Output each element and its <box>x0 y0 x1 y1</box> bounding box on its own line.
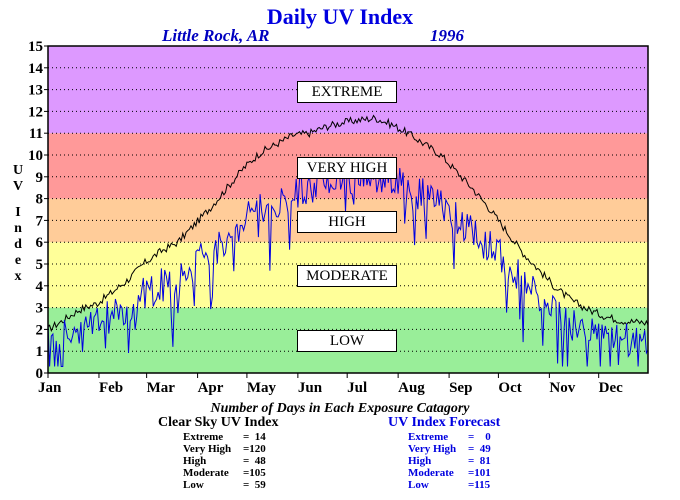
stat-name: Extreme <box>408 431 449 443</box>
chart-year: 1996 <box>430 26 464 45</box>
y-tick-label: 3 <box>36 301 44 317</box>
stat-row: Very High =120 <box>183 443 278 455</box>
chart-title: Daily UV Index <box>266 4 414 29</box>
x-tick-label: Oct <box>498 380 521 396</box>
stat-value: = 81 <box>468 455 491 467</box>
stat-name: Very High <box>408 443 457 455</box>
category-label-moderate: MODERATE <box>297 265 397 287</box>
plot-frame <box>47 45 649 374</box>
stat-name: Moderate <box>408 467 454 479</box>
category-label-very-high: VERY HIGH <box>297 157 397 179</box>
forecast-heading: UV Index Forecast <box>388 415 501 430</box>
y-tick-label: 14 <box>28 61 44 77</box>
y-tick-label: 13 <box>28 83 43 99</box>
stat-value: =120 <box>243 443 266 455</box>
stat-row: High = 81 <box>408 455 500 467</box>
x-tick-label: Mar <box>147 380 176 396</box>
y-tick-label: 2 <box>36 322 44 338</box>
y-axis-label-char: x <box>14 269 22 284</box>
y-tick-label: 6 <box>36 235 44 251</box>
y-axis-label: U V I n d e x <box>10 162 26 284</box>
y-tick-label: 11 <box>29 126 43 142</box>
y-tick-label: 0 <box>36 366 44 382</box>
chart-location: Little Rock, AR <box>162 26 270 45</box>
x-tick-label: Jan <box>38 380 62 396</box>
stat-value: = 59 <box>243 479 266 491</box>
stat-value: =115 <box>468 479 491 491</box>
x-tick-label: Nov <box>549 380 575 396</box>
stat-value: = 48 <box>243 455 266 467</box>
stat-row: Moderate =105 <box>183 467 278 479</box>
stat-name: Very High <box>183 443 232 455</box>
x-tick-label: Aug <box>398 380 425 396</box>
stat-name: High <box>408 455 432 467</box>
x-tick-label: Sep <box>449 380 472 396</box>
stat-row: Extreme = 0 <box>408 431 500 443</box>
stat-row: Moderate =101 <box>408 467 500 479</box>
stat-value: =105 <box>243 467 266 479</box>
x-tick-label: May <box>247 380 277 396</box>
y-axis-label-char: I <box>15 205 21 220</box>
category-label-low: LOW <box>297 330 397 352</box>
stat-row: Extreme = 14 <box>183 431 278 443</box>
y-tick-label: 4 <box>36 279 44 295</box>
stat-value: = 49 <box>468 443 491 455</box>
y-tick-label: 1 <box>36 344 44 360</box>
clear-sky-heading: Clear Sky UV Index <box>158 415 279 430</box>
x-tick-label: Feb <box>99 380 123 396</box>
y-axis-label-char: V <box>12 179 24 194</box>
stat-row: Very High = 49 <box>408 443 500 455</box>
x-tick-label: Jun <box>298 380 323 396</box>
y-tick-label: 8 <box>36 192 44 208</box>
days-title: Number of Days in Each Exposure Catagory <box>210 401 470 416</box>
y-tick-label: 15 <box>28 39 43 55</box>
y-axis-label-char: d <box>14 237 22 252</box>
y-tick-label: 10 <box>28 148 43 164</box>
y-axis-label-char: n <box>14 221 22 236</box>
stat-name: Extreme <box>183 431 224 443</box>
stat-value: = 0 <box>468 431 491 443</box>
y-axis-label-char: U <box>12 163 24 178</box>
stat-name: Moderate <box>183 467 229 479</box>
stat-name: Low <box>183 479 204 491</box>
x-tick-label: Dec <box>599 380 623 396</box>
stat-row: Low =115 <box>408 479 500 491</box>
stat-row: High = 48 <box>183 455 278 467</box>
stat-value: = 14 <box>243 431 266 443</box>
y-axis-label-char: e <box>14 253 22 268</box>
y-tick-label: 9 <box>36 170 44 186</box>
x-tick-label: Jul <box>347 380 367 396</box>
stat-name: High <box>183 455 207 467</box>
stat-name: Low <box>408 479 429 491</box>
series-line-clear-sky <box>47 114 649 333</box>
forecast-stats: UV Index Forecast Extreme = 0 Very High = … <box>388 415 500 491</box>
stat-row: Low = 59 <box>183 479 278 491</box>
y-tick-label: 5 <box>36 257 44 273</box>
category-label-extreme: EXTREME <box>297 81 397 103</box>
x-tick-label: Apr <box>198 380 224 396</box>
clear-sky-stats: Clear Sky UV Index Extreme = 14 Very High… <box>158 415 278 491</box>
y-tick-label: 7 <box>36 213 44 229</box>
y-tick-label: 12 <box>28 104 43 120</box>
stat-value: =101 <box>468 467 491 479</box>
category-label-high: HIGH <box>297 211 397 233</box>
